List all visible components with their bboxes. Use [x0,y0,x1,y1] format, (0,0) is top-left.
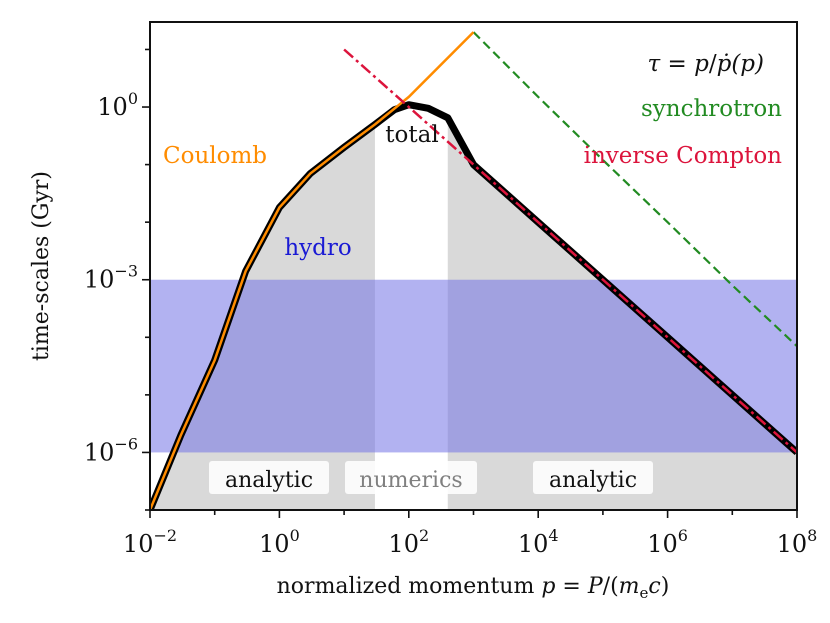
analytic-right-label-box [533,461,653,494]
y-axis-label: time-scales (Gyr) [29,171,54,361]
analytic-left-label-box [209,461,329,494]
x-axis-label-sub: e [640,584,649,602]
formula-slash: / [709,51,717,77]
x-axis-label: normalized momentum p = P/(mec) [277,574,670,602]
x-tick-label: 100 [259,526,300,558]
above-curve-region [150,22,797,510]
x-axis-label-c: c [648,574,660,599]
x-axis-label-open: /( [603,574,619,599]
formula-arg: (p) [731,51,764,77]
x-tick-label: 102 [388,526,429,558]
formula-annotation: τ = p/ṗ(p) [647,51,764,77]
x-axis-label-p: p [541,574,555,599]
series-line-synchrotron [472,31,797,348]
formula-tau: τ [647,51,661,77]
series-label-total: total [385,122,438,148]
axis-ticks [142,48,798,518]
y-tick-label: 100 [97,89,138,121]
y-tick-label: 10−6 [84,434,138,466]
analytic-right-label: analytic [549,468,637,493]
x-tick-label: 104 [518,526,559,558]
x-axis-label-m: m [619,574,640,599]
hydro-label: hydro [284,235,351,261]
x-axis-label-eq: = [555,574,587,599]
series-label-coulomb: Coulomb [163,143,267,169]
series-label-inverse-compton: inverse Compton [584,143,783,169]
formula-eq: = [660,51,694,77]
numerics-label-box [345,461,477,494]
series-line-inverse-compton [343,48,797,454]
y-tick-label: 10−3 [84,262,138,294]
series-line-coulomb [150,31,475,510]
x-tick-label: 10−2 [123,526,177,558]
hydro-band [150,279,797,453]
x-tick-label: 106 [647,526,688,558]
series-label-synchrotron: synchrotron [641,96,782,122]
x-tick-label: 108 [777,526,818,558]
analytic-left-label: analytic [225,468,313,493]
axis-tick-labels: 10−2 100 102 104 106 108 10−6 10−3 100 [84,89,818,558]
x-axis-label-P: P [587,574,604,599]
formula-pdot: ṗ [717,51,732,77]
x-axis-label-prefix: normalized momentum [277,574,542,599]
formula-p: p [694,51,709,77]
numerics-label: numerics [359,468,462,493]
x-axis-label-close: ) [661,574,670,599]
